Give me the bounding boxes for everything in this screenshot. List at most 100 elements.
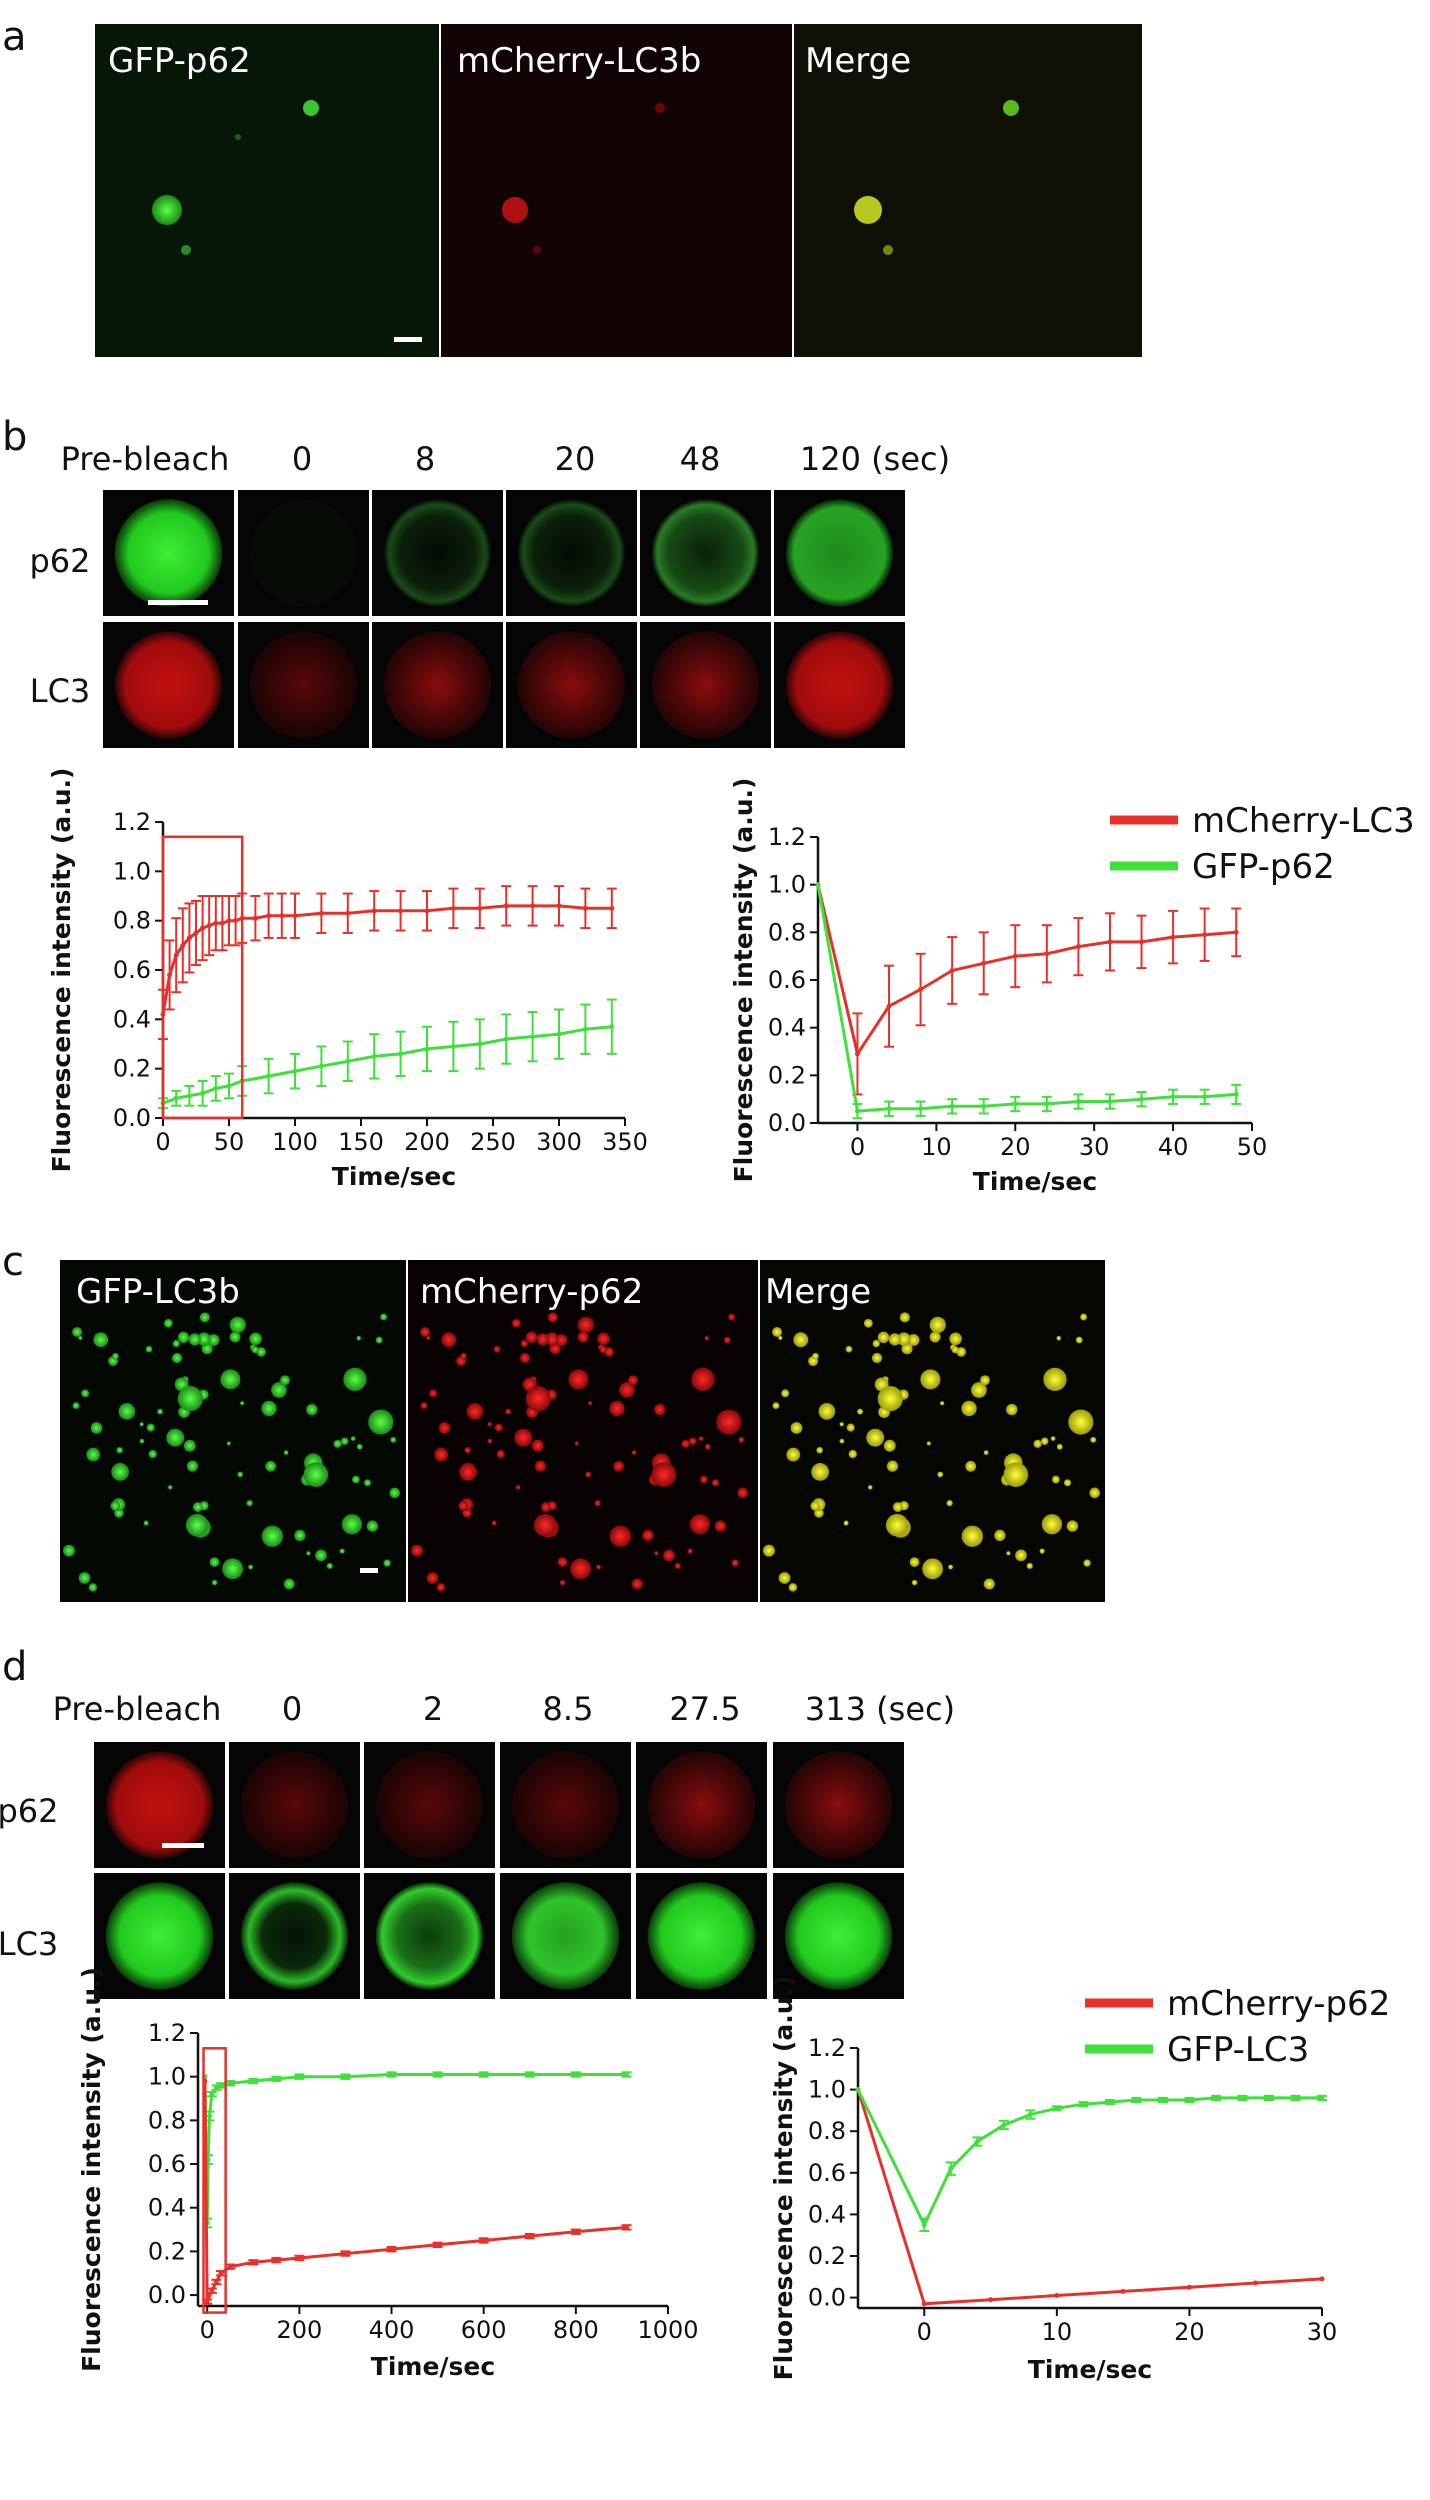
droplet — [540, 1502, 551, 1513]
droplet — [533, 1513, 557, 1537]
scale-bar — [394, 337, 422, 342]
data-point — [1292, 2095, 1298, 2101]
droplet — [877, 1386, 903, 1412]
data-point — [218, 2082, 224, 2088]
droplet — [885, 1513, 909, 1537]
droplet — [790, 1422, 803, 1434]
droplet — [237, 1471, 244, 1478]
data-point — [981, 1103, 987, 1109]
y-axis-label: Fluorescence intensity (a.u.) — [769, 1976, 798, 2381]
data-point — [921, 2222, 927, 2228]
droplet — [793, 1332, 809, 1348]
droplet — [166, 1428, 185, 1447]
panel-a-label-3: Merge — [805, 41, 911, 81]
panel-letter-c: c — [2, 1239, 24, 1285]
panel-c-image-merge — [760, 1260, 1105, 1602]
droplet — [356, 1443, 363, 1450]
legend-label: GFP-p62 — [1192, 847, 1335, 887]
droplet — [699, 1475, 708, 1484]
data-point — [233, 918, 239, 924]
panel-b-frap-images — [103, 490, 905, 748]
time-label: Pre-bleach — [53, 1690, 222, 1728]
data-point — [1186, 2097, 1192, 2103]
droplet — [366, 1520, 379, 1532]
droplet — [1040, 1437, 1049, 1445]
droplet — [854, 196, 882, 224]
droplet — [784, 1751, 893, 1859]
x-tick-label: 30 — [1079, 1133, 1110, 1161]
droplet — [1006, 1403, 1018, 1416]
y-tick-label: 0.2 — [768, 1061, 806, 1089]
droplet — [426, 1572, 439, 1584]
data-point — [398, 908, 404, 914]
data-point — [226, 1083, 232, 1089]
droplet — [1080, 1313, 1088, 1321]
droplet — [525, 1386, 551, 1412]
time-label: 20 — [555, 440, 596, 478]
droplet — [197, 1332, 211, 1346]
droplet — [411, 1544, 423, 1557]
droplet — [786, 1447, 801, 1462]
droplet — [534, 1460, 547, 1472]
x-tick-label: 0 — [155, 1128, 170, 1156]
data-point — [918, 987, 924, 993]
droplet — [597, 1332, 610, 1346]
data-point — [371, 908, 377, 914]
data-point — [204, 2299, 210, 2305]
droplet — [531, 1439, 544, 1452]
data-point — [296, 2074, 302, 2080]
time-label: 27.5 — [669, 1690, 740, 1728]
data-point — [266, 1073, 272, 1079]
droplet — [211, 1579, 218, 1586]
droplet — [139, 1438, 145, 1444]
droplet — [487, 1438, 493, 1444]
data-point — [213, 920, 219, 926]
droplet — [496, 1449, 505, 1459]
droplet — [1026, 1562, 1033, 1570]
droplet — [1003, 100, 1019, 116]
y-tick-label: 0.2 — [148, 2237, 186, 2265]
droplet — [249, 499, 358, 607]
droplet — [146, 1423, 155, 1432]
droplet — [654, 1403, 666, 1416]
time-label: 8 — [415, 440, 435, 478]
x-tick-label: 20 — [1174, 2318, 1205, 2346]
data-point — [609, 905, 615, 911]
droplet — [577, 1331, 589, 1343]
data-point — [209, 2091, 215, 2097]
droplet — [609, 1400, 625, 1417]
droplet — [723, 1336, 731, 1344]
droplet — [772, 1326, 783, 1337]
droplet — [177, 1386, 203, 1412]
droplet — [220, 1369, 241, 1390]
droplet — [547, 1312, 558, 1323]
x-tick-label: 350 — [602, 1128, 648, 1156]
droplet — [886, 1460, 899, 1472]
droplet — [114, 631, 223, 739]
droplet — [114, 1508, 124, 1518]
data-point — [949, 1103, 955, 1109]
panel-a-image-mcherry — [441, 24, 792, 357]
droplet — [152, 195, 182, 225]
droplet — [90, 1422, 103, 1434]
droplet — [983, 1450, 989, 1455]
droplet — [570, 1558, 592, 1580]
data-point — [1139, 1096, 1145, 1102]
x-tick-label: 150 — [338, 1128, 384, 1156]
data-point — [200, 1090, 206, 1096]
droplet — [464, 1446, 471, 1454]
droplet — [674, 1562, 681, 1570]
y-axis-label: Fluorescence intensity (a.u.) — [77, 1967, 106, 2372]
panel-c-label-1: GFP-LC3b — [76, 1272, 240, 1312]
droplet — [249, 631, 358, 739]
scale-bar — [148, 600, 208, 605]
droplet — [105, 1882, 214, 1990]
droplet — [363, 1479, 372, 1487]
droplet — [110, 1501, 121, 1511]
droplet — [248, 1564, 254, 1570]
panel-a-image-gfp — [95, 24, 439, 357]
data-point — [1202, 1094, 1208, 1100]
droplet — [545, 1332, 559, 1346]
droplet — [1089, 1487, 1100, 1499]
